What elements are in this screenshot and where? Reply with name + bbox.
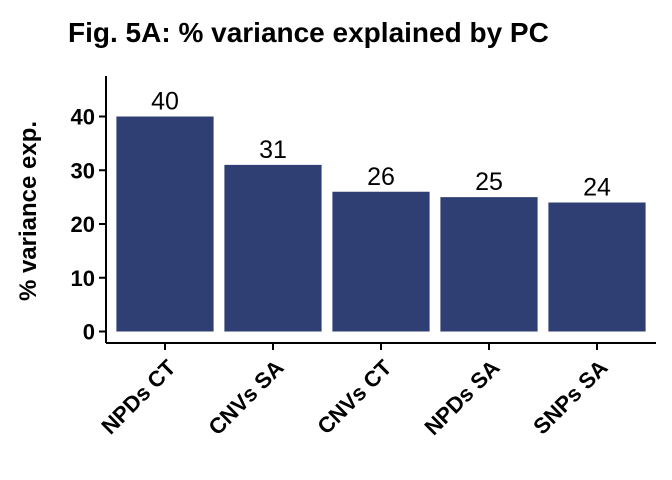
data-label-0: 40	[151, 88, 179, 116]
x-axis: NPDs CT CNVs SA CNVs CT NPDs SA SNPs SA	[96, 342, 656, 440]
y-tick-label-3: 30	[71, 158, 95, 183]
x-tick-label-3: NPDs SA	[419, 355, 504, 440]
data-label-2: 26	[367, 163, 395, 191]
y-tick-label-4: 40	[71, 105, 95, 130]
x-tick-label-2: CNVs CT	[312, 354, 397, 439]
y-tick-label-0: 0	[83, 320, 95, 345]
x-tick-label-0: NPDs CT	[96, 354, 181, 439]
bar-2	[332, 191, 430, 332]
x-tick-label-1: CNVs SA	[203, 355, 288, 440]
y-tick-label-2: 20	[71, 212, 95, 237]
bar-1	[224, 164, 322, 332]
y-axis: 0 10 20 30 40	[71, 76, 107, 345]
chart-title: Fig. 5A: % variance explained by PC	[68, 17, 549, 48]
data-labels-group: 40 31 26 25 24	[151, 88, 611, 202]
bars-group	[116, 116, 646, 332]
data-label-3: 25	[475, 168, 503, 196]
x-tick-label-4: SNPs SA	[528, 355, 612, 439]
bar-0	[116, 116, 214, 332]
bar-4	[548, 202, 646, 332]
y-axis-label: % variance exp.	[15, 121, 42, 301]
y-tick-label-1: 10	[71, 266, 95, 291]
data-label-4: 24	[583, 174, 611, 202]
bar-3	[440, 197, 538, 332]
data-label-1: 31	[259, 136, 287, 164]
